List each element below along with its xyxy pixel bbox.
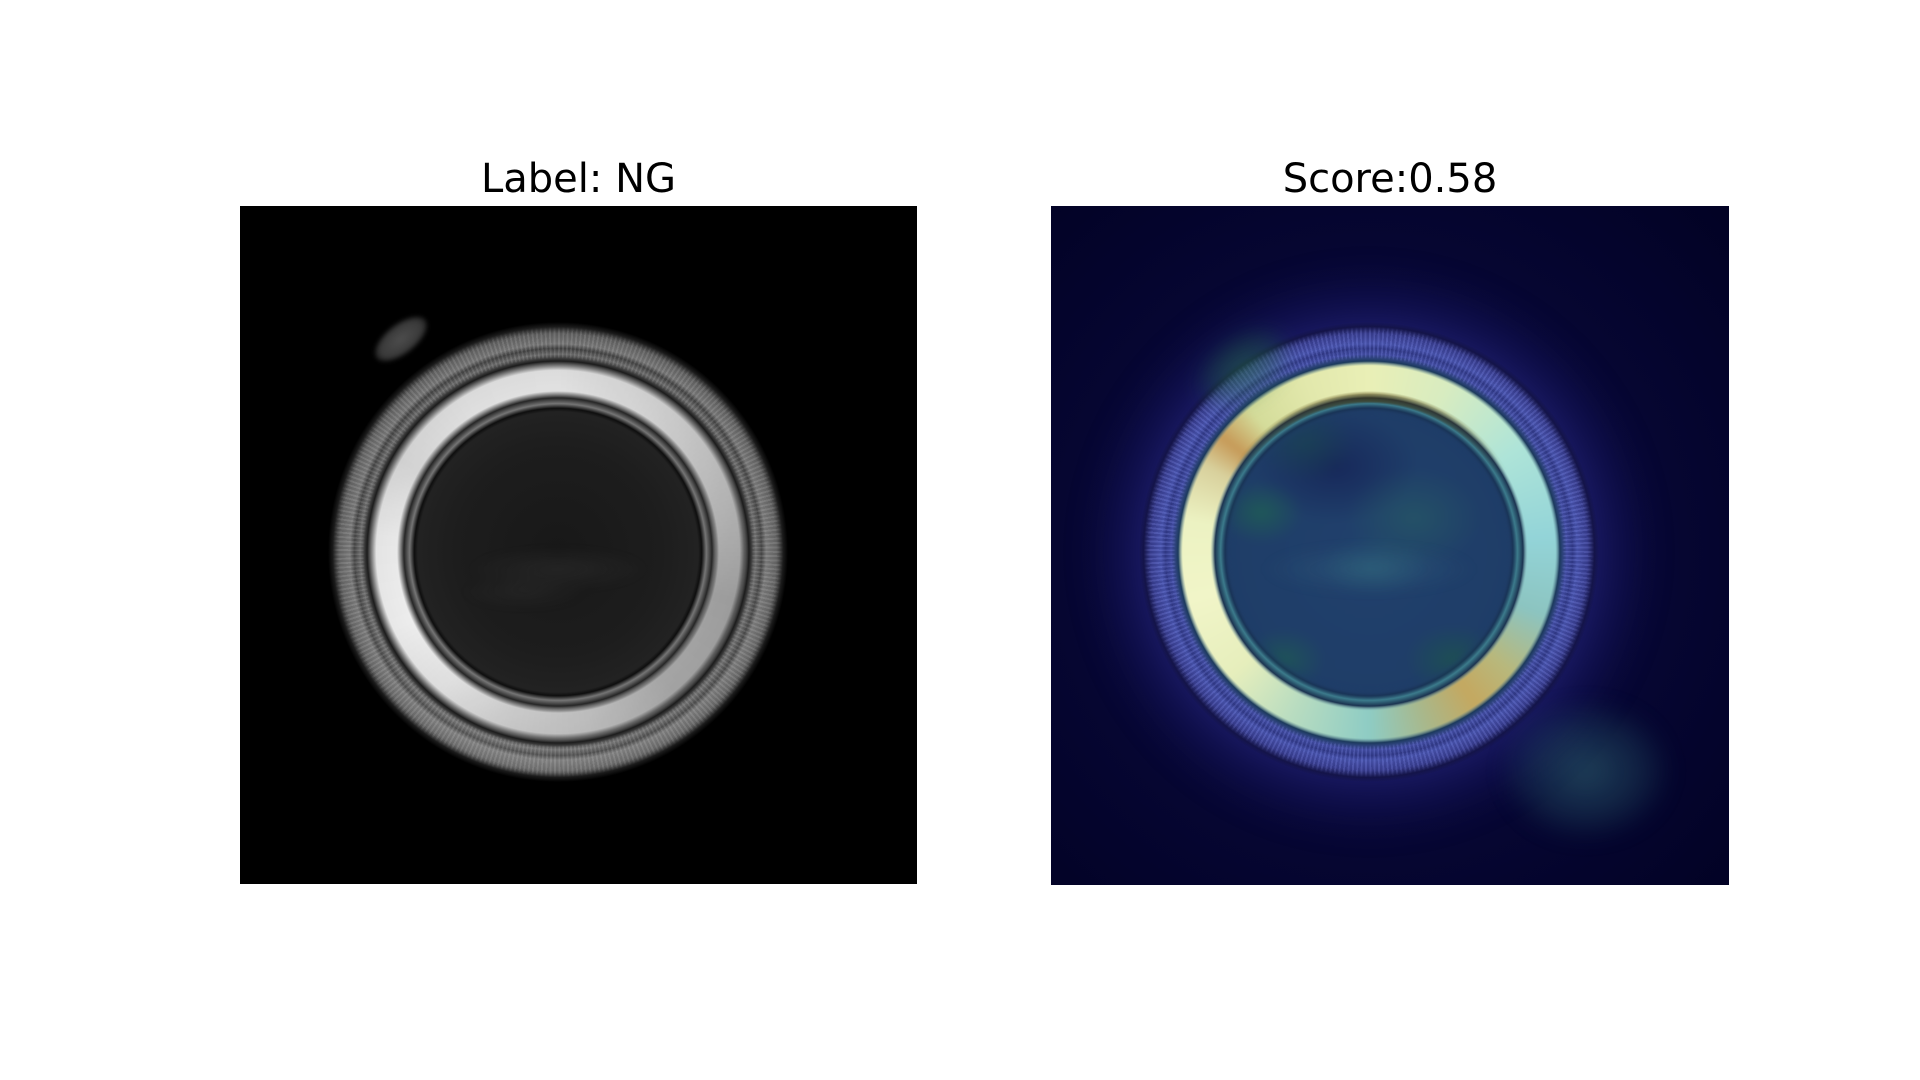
heatmap-inner-disc-wisp bbox=[1227, 410, 1511, 694]
heatmap-inner-disc-blotches bbox=[1227, 410, 1511, 694]
cap-glossy-ring-shading bbox=[328, 322, 788, 782]
right-panel-title: Score:0.58 bbox=[1282, 156, 1498, 202]
cap-rim-shading bbox=[328, 322, 788, 782]
cap-defect-bump bbox=[367, 308, 435, 370]
cap-photo-body bbox=[328, 322, 788, 782]
cap-rim-texture bbox=[328, 322, 788, 782]
sample-image-panel bbox=[240, 206, 917, 884]
heatmap-lower-right-glow bbox=[1506, 706, 1666, 836]
cap-inner-disc-texture bbox=[416, 410, 700, 694]
left-panel-title: Label: NG bbox=[480, 156, 677, 202]
heatmap-panel bbox=[1051, 206, 1729, 885]
